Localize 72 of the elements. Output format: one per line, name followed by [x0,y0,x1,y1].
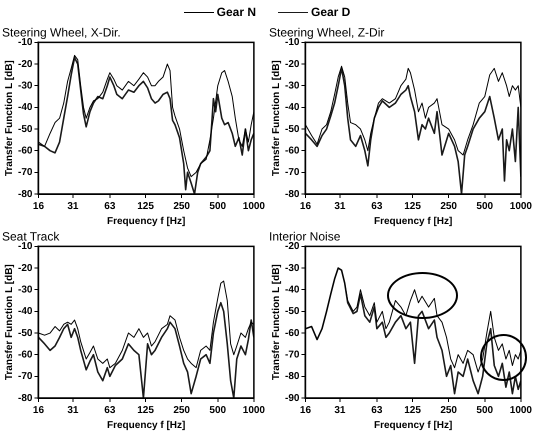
y-tick-label: -20 [18,262,33,274]
chart-title: Steering Wheel, Z-Dir [269,26,384,40]
x-tick-label: 1000 [510,200,532,212]
x-tick-label: 63 [371,200,383,212]
x-tick-label: 1000 [242,404,266,416]
x-tick-label: 125 [137,404,154,416]
x-tick-label: 63 [371,404,383,416]
y-tick-label: -50 [285,306,300,318]
x-tick-label: 63 [104,404,116,416]
y-tick-label: -30 [18,284,33,296]
x-tick-label: 16 [300,404,312,416]
x-tick-label: 250 [173,200,190,212]
y-tick-label: -60 [18,349,33,360]
x-tick-label: 500 [209,200,227,212]
x-tick-label: 1000 [510,404,532,416]
x-tick-label: 125 [137,200,154,212]
y-axis-title: Transfer Function L [dB] [270,264,282,380]
y-axis-title: Transfer Function L [dB] [4,264,15,380]
x-tick-label: 31 [67,404,79,416]
y-tick-label: -80 [285,188,300,200]
x-axis-title: Frequency f [Hz] [106,216,186,227]
y-tick-label: -70 [285,167,300,178]
x-tick-label: 125 [404,200,422,212]
y-tick-label: -40 [285,102,300,114]
x-tick-label: 250 [173,404,190,416]
x-tick-label: 31 [67,200,79,212]
y-tick-label: -20 [285,241,300,252]
x-tick-label: 1000 [242,200,266,212]
y-tick-label: -80 [285,371,300,382]
y-tick-label: -20 [18,58,33,70]
x-tick-label: 16 [32,200,44,212]
y-tick-label: -30 [18,80,33,92]
y-tick-label: -20 [285,58,300,70]
y-tick-label: -30 [285,262,300,274]
x-tick-label: 500 [209,404,227,416]
y-tick-label: -50 [285,124,300,135]
y-tick-label: -60 [18,145,33,156]
y-tick-label: -50 [18,124,33,135]
y-tick-label: -40 [18,102,33,114]
y-tick-label: -60 [285,328,300,339]
x-axis-title: Frequency f [Hz] [374,216,452,227]
y-tick-label: -40 [285,284,300,296]
x-tick-label: 500 [476,404,494,416]
y-tick-label: -40 [18,306,33,318]
chart-title: Steering Wheel, X-Dir. [2,26,121,40]
y-tick-label: -80 [18,392,33,404]
y-tick-label: -70 [18,167,33,178]
x-tick-label: 500 [476,200,494,212]
x-axis-title: Frequency f [Hz] [106,420,186,431]
x-tick-label: 16 [32,404,44,416]
y-tick-label: -30 [285,80,300,92]
legend-label: Gear D [311,5,350,19]
y-tick-label: -90 [285,392,300,404]
x-axis-title: Frequency f [Hz] [374,420,452,431]
x-tick-label: 125 [404,404,422,416]
x-tick-label: 250 [440,200,458,212]
legend-label: Gear N [216,5,256,19]
y-tick-label: -70 [18,371,33,382]
y-axis-title: Transfer Function L [dB] [4,60,15,176]
x-tick-label: 250 [440,404,458,416]
y-tick-label: -10 [18,37,33,48]
y-tick-label: -60 [285,145,300,156]
x-tick-label: 31 [334,404,346,416]
x-tick-label: 31 [334,200,346,212]
y-tick-label: -50 [18,328,33,339]
x-tick-label: 63 [104,200,116,212]
x-tick-label: 16 [300,200,312,212]
y-tick-label: -10 [18,241,33,252]
y-tick-label: -80 [18,188,33,200]
y-tick-label: -70 [285,349,300,360]
y-axis-title: Transfer Function L [dB] [270,60,282,176]
y-tick-label: -10 [285,37,300,48]
